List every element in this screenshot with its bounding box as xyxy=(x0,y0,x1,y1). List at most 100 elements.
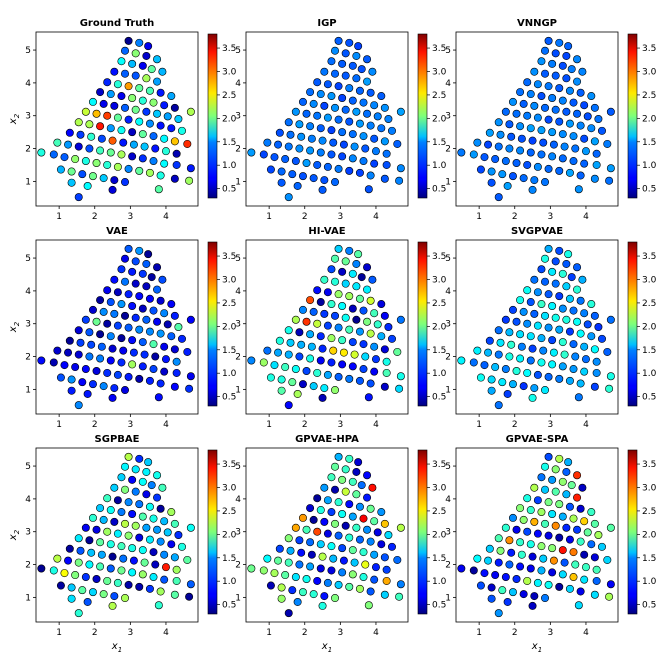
data-point xyxy=(320,67,329,76)
data-point xyxy=(160,367,169,376)
data-point xyxy=(528,601,537,610)
data-point xyxy=(537,57,546,66)
data-point xyxy=(142,490,151,499)
data-point xyxy=(519,590,528,599)
data-point xyxy=(117,92,126,101)
data-point xyxy=(156,171,165,180)
data-point xyxy=(331,277,340,286)
data-point xyxy=(562,467,571,476)
data-point xyxy=(298,380,307,389)
data-point xyxy=(503,389,512,398)
data-point xyxy=(142,51,151,60)
data-point xyxy=(352,282,361,291)
colorbar-tick-label: 2.5 xyxy=(432,507,446,517)
data-point xyxy=(302,525,311,534)
data-point xyxy=(558,362,567,371)
data-point xyxy=(277,583,286,592)
data-point xyxy=(592,160,601,169)
data-point xyxy=(323,288,332,297)
data-point xyxy=(316,332,325,341)
data-point xyxy=(154,393,163,402)
data-point xyxy=(565,502,574,511)
data-point xyxy=(590,311,599,320)
colorbar-tick-label: 1.0 xyxy=(432,369,447,379)
data-point xyxy=(302,158,311,167)
y-tick-label: 3 xyxy=(445,528,451,538)
y-tick-label: 1 xyxy=(445,385,451,395)
data-point xyxy=(320,592,329,601)
x-tick-label: 1 xyxy=(476,628,482,638)
x-tick-label: 1 xyxy=(476,420,482,430)
data-point xyxy=(380,519,389,528)
colorbar-tick-label: 3.0 xyxy=(432,67,447,77)
colorbar-tick-label: 2.0 xyxy=(432,114,447,124)
data-point xyxy=(571,352,580,361)
data-point xyxy=(266,581,275,590)
colorbar-tick-label: 0.5 xyxy=(222,393,236,403)
data-point xyxy=(117,300,126,309)
data-point xyxy=(359,514,368,523)
data-point xyxy=(548,509,557,518)
data-point xyxy=(329,346,338,355)
data-point xyxy=(293,597,302,606)
axes-frame xyxy=(245,239,409,415)
data-point xyxy=(298,305,307,314)
data-point xyxy=(574,601,583,610)
data-point xyxy=(323,496,332,505)
data-point xyxy=(88,305,97,314)
data-point xyxy=(473,554,482,563)
data-point xyxy=(371,355,380,364)
y-tick-label: 3 xyxy=(25,528,31,538)
data-point xyxy=(605,176,614,185)
data-point xyxy=(345,84,354,93)
data-point xyxy=(135,292,144,301)
data-point xyxy=(548,128,557,137)
colorbar-tick-label: 1.0 xyxy=(432,577,447,587)
x-tick-label: 4 xyxy=(163,212,169,222)
data-point xyxy=(167,508,176,517)
data-point xyxy=(387,126,396,135)
colorbar-tick-label: 1.5 xyxy=(642,138,656,148)
data-point xyxy=(573,55,582,64)
data-point xyxy=(53,554,62,563)
x-tick-label: 4 xyxy=(163,628,169,638)
data-point xyxy=(541,46,550,55)
data-point xyxy=(49,150,58,159)
data-point xyxy=(172,357,181,366)
data-point xyxy=(145,294,154,303)
data-point xyxy=(131,313,140,322)
data-point xyxy=(544,164,553,173)
subplot-title: GPVAE-HPA xyxy=(295,434,359,445)
data-point xyxy=(153,471,162,480)
data-point xyxy=(96,88,105,97)
data-point xyxy=(135,533,144,542)
colorbar-tick-label: 0.5 xyxy=(432,185,446,195)
colorbar-tick-label: 0.5 xyxy=(642,185,656,195)
data-point xyxy=(377,508,386,517)
y-tick-label: 3 xyxy=(25,112,31,122)
data-point xyxy=(263,138,272,147)
colorbar-tick-label: 2.5 xyxy=(222,91,236,101)
data-point xyxy=(121,485,130,494)
data-point xyxy=(295,120,304,129)
data-point xyxy=(124,531,133,540)
data-point xyxy=(128,93,137,102)
data-point xyxy=(355,119,364,128)
data-point xyxy=(67,583,76,592)
data-point xyxy=(491,363,500,372)
data-point xyxy=(138,570,147,579)
data-point xyxy=(161,147,170,156)
data-point xyxy=(364,185,373,194)
y-axis-label: x2 xyxy=(8,529,21,541)
data-point xyxy=(354,458,363,467)
data-point xyxy=(576,587,585,596)
data-point xyxy=(99,174,108,183)
data-point xyxy=(544,372,553,381)
data-point xyxy=(583,320,592,329)
subplot-title: GPVAE-SPA xyxy=(506,434,569,445)
data-point xyxy=(108,552,117,561)
data-point xyxy=(110,483,119,492)
data-point xyxy=(160,309,169,318)
data-point xyxy=(380,311,389,320)
data-point xyxy=(494,350,503,359)
